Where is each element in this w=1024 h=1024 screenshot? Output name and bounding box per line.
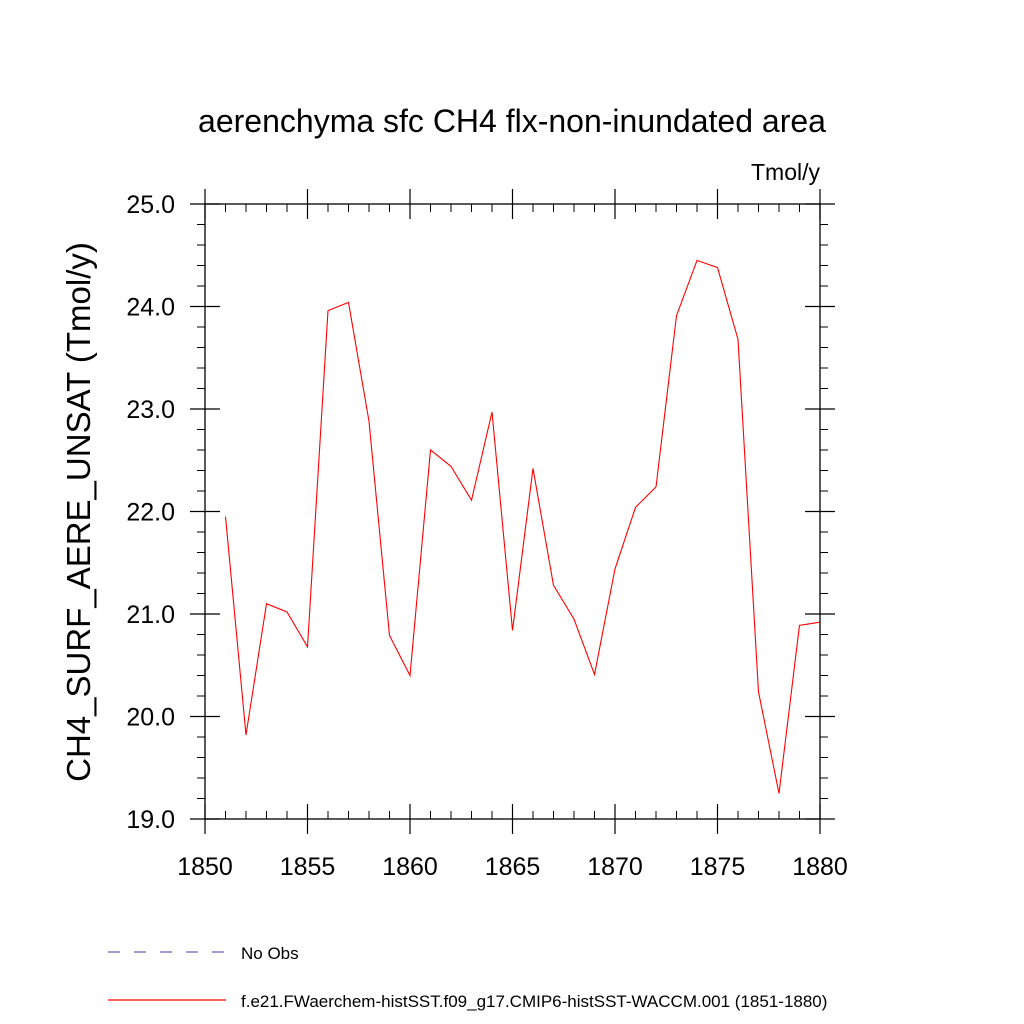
y-tick-labels: 19.0 20.0 21.0 22.0 23.0 24.0 25.0 (126, 191, 175, 834)
y-tick-label: 23.0 (126, 396, 175, 424)
x-tick-label: 1860 (382, 853, 438, 881)
x-tick-label: 1865 (485, 853, 541, 881)
x-tick-labels: 1850 1855 1860 1865 1870 1875 1880 (177, 853, 848, 881)
y-tick-label: 19.0 (126, 806, 175, 834)
y-tick-label: 21.0 (126, 601, 175, 629)
series-layer (224, 259, 821, 794)
minor-ticks (197, 204, 828, 819)
series-line (224, 259, 821, 794)
y-tick-label: 25.0 (126, 191, 175, 219)
x-tick-label: 1875 (690, 853, 746, 881)
y-tick-label: 22.0 (126, 499, 175, 527)
major-ticks (190, 189, 835, 834)
legend-series-label: f.e21.FWaerchem-histSST.f09_g17.CMIP6-hi… (241, 992, 827, 1011)
y-axis-label: CH4_SURF_AERE_UNSAT (Tmol/y) (60, 242, 97, 782)
plot-frame (204, 203, 821, 820)
x-tick-label: 1855 (280, 853, 336, 881)
x-tick-label: 1870 (587, 853, 643, 881)
legend: No Obs f.e21.FWaerchem-histSST.f09_g17.C… (108, 944, 827, 1011)
x-tick-label: 1850 (177, 853, 233, 881)
units-label: Tmol/y (751, 159, 821, 185)
chart-title: aerenchyma sfc CH4 flx-non-inundated are… (198, 103, 826, 139)
y-tick-label: 20.0 (126, 704, 175, 732)
x-tick-label: 1880 (792, 853, 848, 881)
y-tick-label: 24.0 (126, 294, 175, 322)
legend-no-obs-label: No Obs (241, 944, 299, 963)
